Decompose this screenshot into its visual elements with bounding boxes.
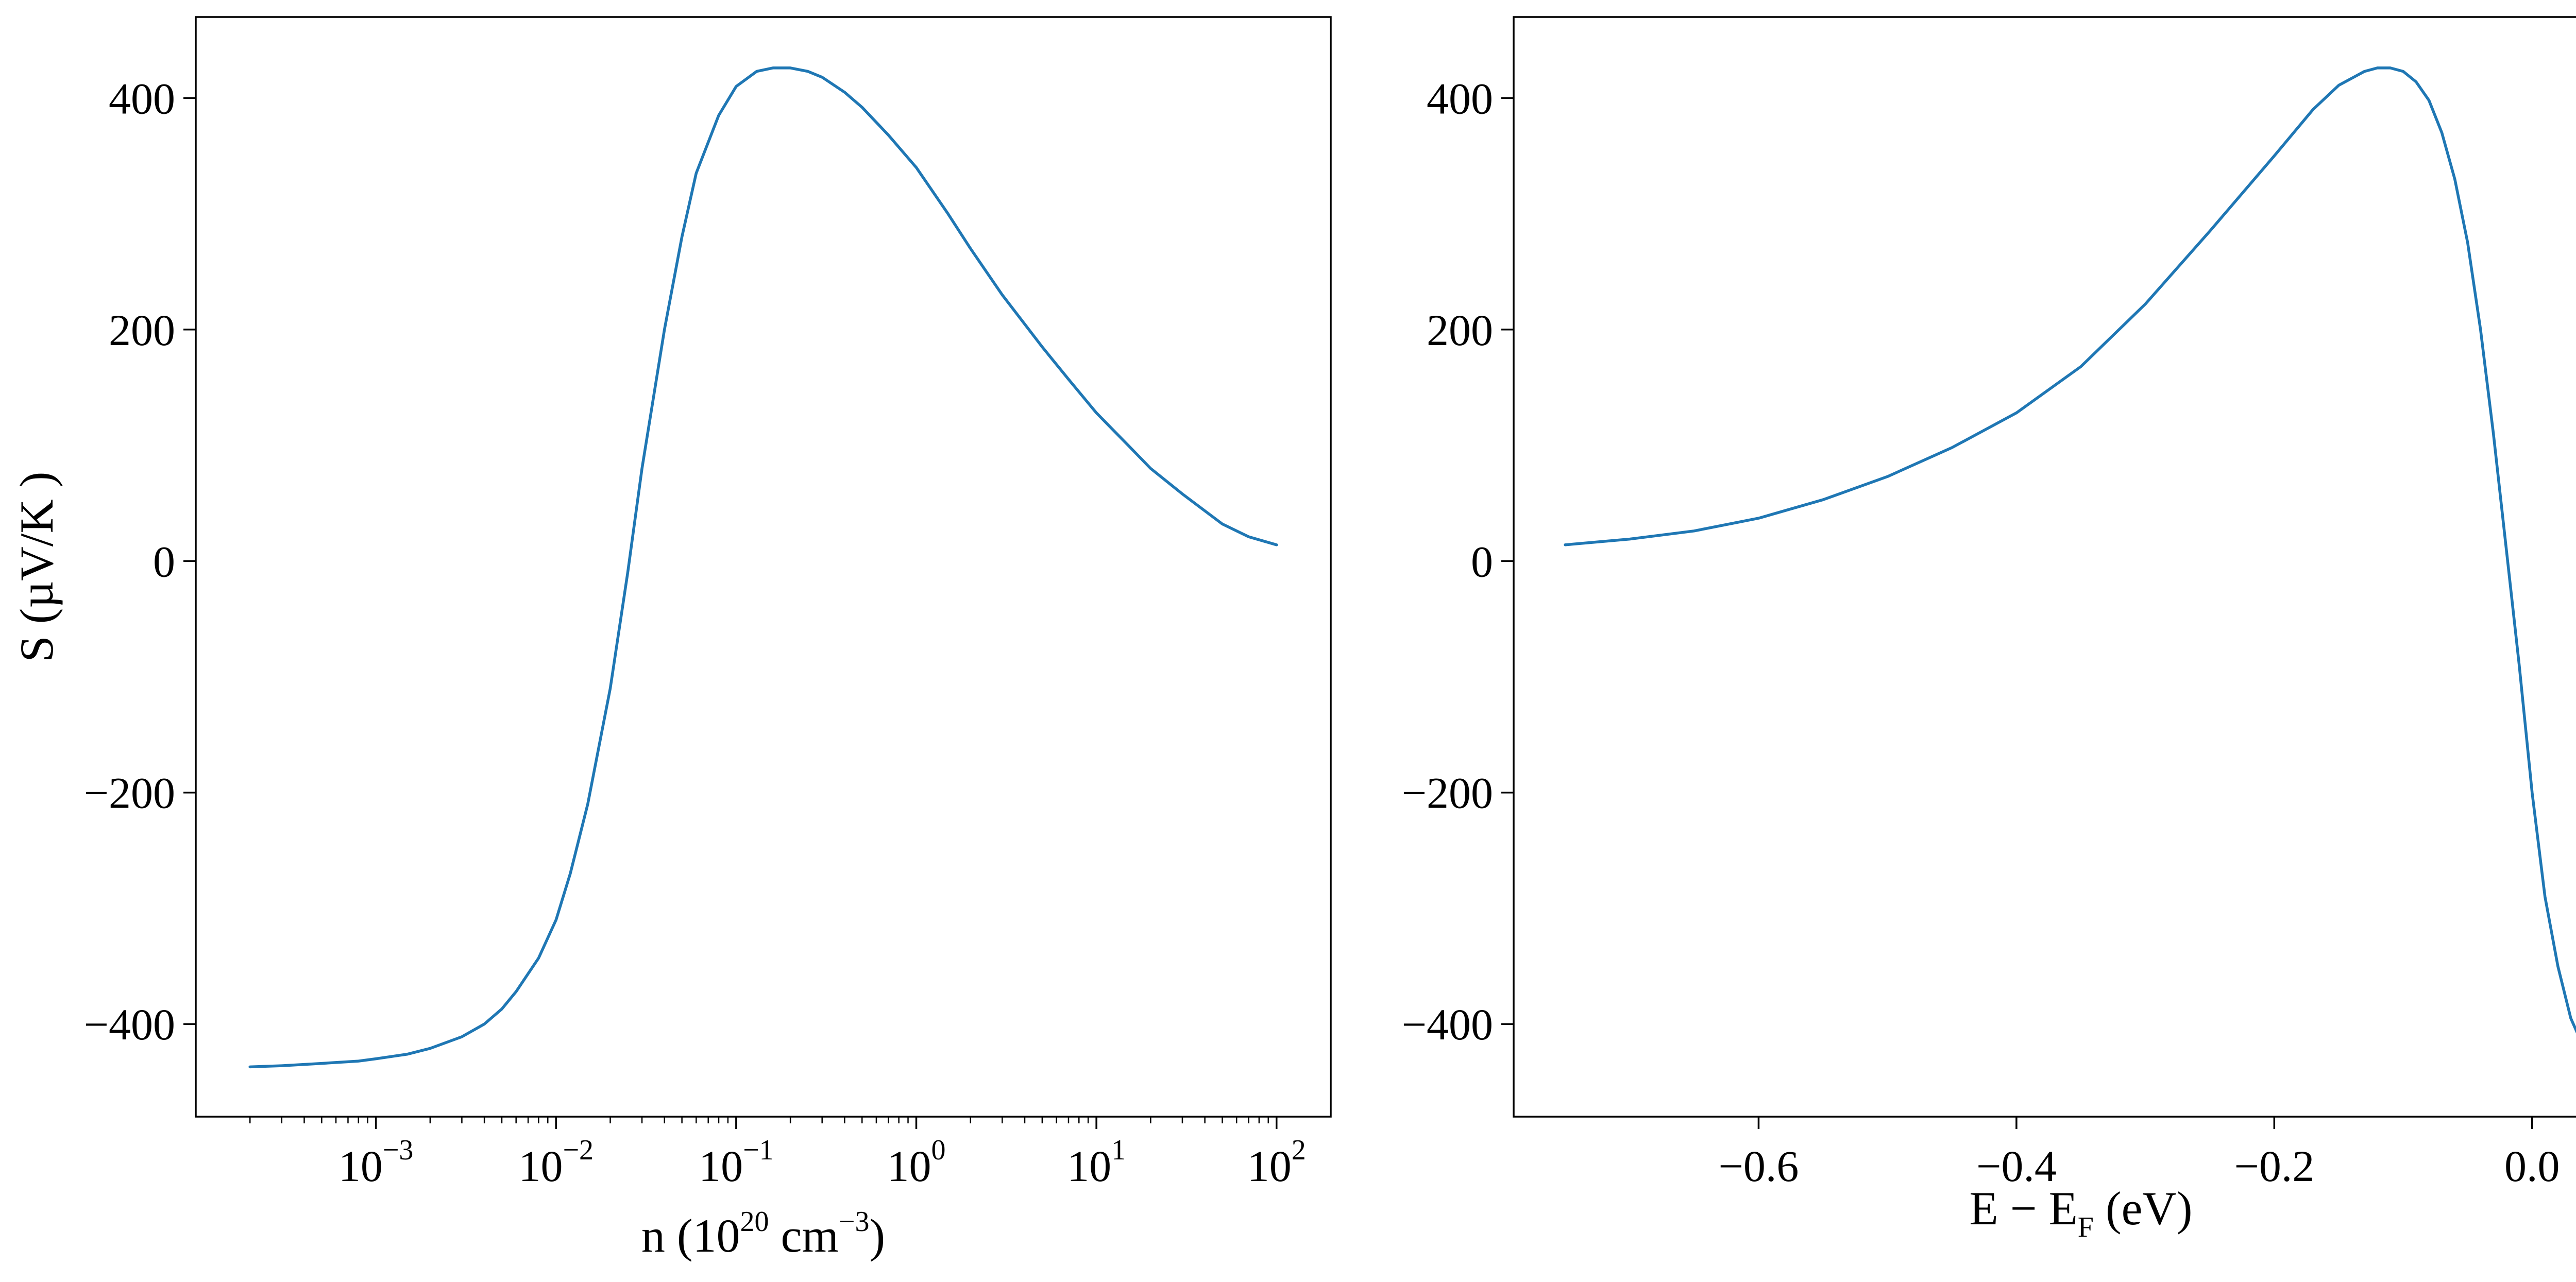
y-tick-label: −400 (1401, 1000, 1493, 1049)
tick-exponent: −1 (743, 1134, 774, 1166)
tick-exponent: 1 (1111, 1134, 1126, 1166)
x-tick-label: 10−1 (699, 1134, 774, 1191)
tick-exponent: −2 (563, 1134, 594, 1166)
x-axis-label: n (1020 cm−3) (641, 1206, 885, 1262)
tick-base: 10 (887, 1141, 931, 1191)
y-tick-label: 0 (153, 537, 175, 586)
y-tick-label: 0 (1471, 537, 1493, 586)
tick-base: 10 (518, 1141, 563, 1191)
x-tick-label: 101 (1067, 1134, 1126, 1191)
y-tick-label: −200 (83, 768, 175, 818)
y-tick-label: −200 (1401, 768, 1493, 818)
x-tick-label: −0.4 (1976, 1141, 2057, 1191)
x-tick-label: 102 (1247, 1134, 1306, 1191)
x-tick-label: −0.6 (1718, 1141, 1799, 1191)
y-tick-label: 400 (1427, 74, 1493, 123)
y-tick-label: 400 (109, 74, 175, 123)
tick-base: 10 (1067, 1141, 1111, 1191)
series-line-0 (1564, 66, 2576, 1034)
tick-exponent: −3 (383, 1134, 414, 1166)
tick-base: 10 (1247, 1141, 1292, 1191)
x-tick-label: −0.2 (2234, 1141, 2314, 1191)
series-line-0 (248, 66, 1278, 1069)
tick-base: 10 (699, 1141, 743, 1191)
y-axis-label: S (µV/K ) (10, 472, 63, 662)
x-tick-label: 100 (887, 1134, 946, 1191)
y-tick-label: −400 (83, 1000, 175, 1049)
x-axis-label: E − EF (eV) (1970, 1182, 2193, 1243)
plot-frame (1513, 16, 2576, 1118)
x-tick-label: 10−3 (338, 1134, 414, 1191)
y-tick-label: 200 (1427, 305, 1493, 355)
x-tick-label: 0.0 (2504, 1141, 2560, 1191)
tick-exponent: 0 (931, 1134, 946, 1166)
tick-base: 10 (338, 1141, 383, 1191)
x-tick-label: 10−2 (518, 1134, 594, 1191)
right-panel-seebeck-vs-energy: −400 −200 0 200 400 −0.6 −0.4 −0.2 0.0 E − EF (eV… (1401, 16, 2576, 1243)
tick-exponent: 2 (1292, 1134, 1306, 1166)
y-tick-label: 200 (109, 305, 175, 355)
plot-frame (195, 16, 1332, 1118)
